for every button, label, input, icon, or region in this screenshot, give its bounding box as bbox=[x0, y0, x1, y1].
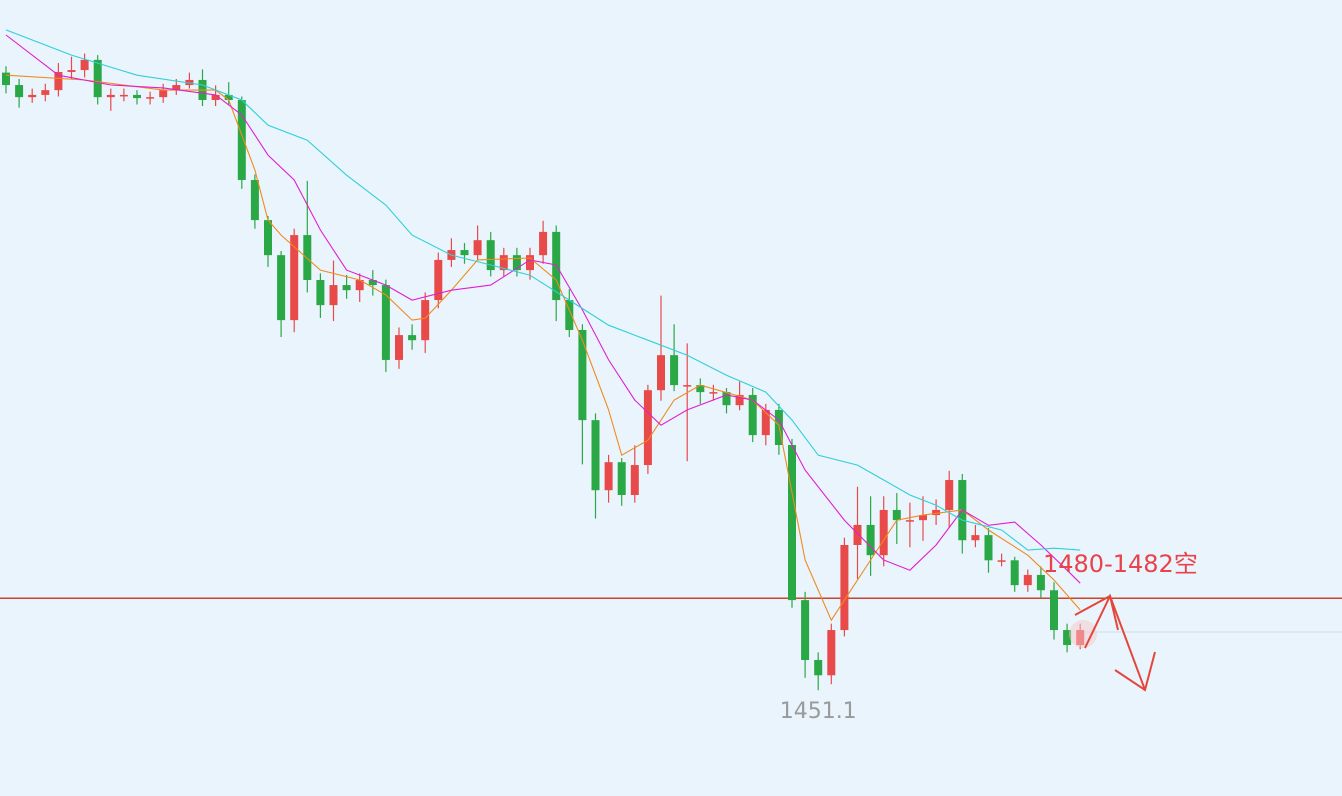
candle-body bbox=[827, 630, 836, 676]
candle-body bbox=[381, 285, 390, 360]
candle-body bbox=[264, 220, 272, 256]
candle-body bbox=[512, 255, 521, 271]
arrow-head bbox=[1114, 651, 1156, 692]
candle-body bbox=[984, 535, 993, 561]
candle-body bbox=[643, 390, 652, 466]
candle-body bbox=[2, 72, 10, 86]
candle-body bbox=[342, 285, 351, 291]
candle-body bbox=[93, 59, 102, 98]
candle-body bbox=[421, 300, 430, 341]
candle-body bbox=[15, 85, 24, 98]
arrow bbox=[1084, 593, 1146, 691]
candle-body bbox=[683, 385, 692, 387]
candle-body bbox=[761, 409, 770, 436]
candle-body bbox=[106, 94, 115, 98]
candle-body bbox=[788, 444, 796, 601]
candle-body bbox=[971, 535, 980, 541]
candle-body bbox=[539, 231, 548, 256]
candle-body bbox=[460, 250, 469, 256]
candle-body bbox=[879, 509, 888, 556]
candle-body bbox=[1063, 630, 1072, 646]
candle-body bbox=[237, 100, 246, 180]
candle-body bbox=[814, 659, 823, 676]
candle-body bbox=[486, 240, 495, 271]
candle-body bbox=[526, 255, 534, 271]
candle-body bbox=[919, 515, 927, 521]
candle-body bbox=[997, 560, 1006, 562]
candle-body bbox=[499, 255, 508, 271]
candle-body bbox=[172, 85, 181, 91]
candle-body bbox=[630, 465, 639, 495]
candle-body bbox=[368, 279, 377, 286]
candle-body bbox=[709, 392, 718, 394]
candle-body bbox=[932, 509, 941, 516]
candle-body bbox=[277, 255, 286, 321]
candle-body bbox=[119, 94, 128, 97]
candle-body bbox=[146, 97, 155, 99]
candle-body bbox=[617, 462, 626, 495]
candle-body bbox=[434, 259, 443, 301]
low-label: 1451.1 bbox=[780, 699, 857, 724]
candle-body bbox=[250, 179, 259, 221]
annotation: 1480-1482空 bbox=[1043, 550, 1198, 578]
candle-body bbox=[211, 94, 220, 101]
candle-body bbox=[355, 279, 364, 291]
candle-body bbox=[945, 480, 954, 510]
candle-body bbox=[224, 94, 233, 101]
candle-body bbox=[866, 524, 875, 556]
candle-body bbox=[303, 235, 312, 280]
candle-body bbox=[748, 394, 757, 436]
candle-body bbox=[159, 90, 168, 98]
candle-body bbox=[316, 279, 325, 306]
moving-average bbox=[5, 29, 1081, 551]
candle-body bbox=[1050, 590, 1058, 631]
candle-body bbox=[67, 70, 76, 72]
candle-body bbox=[54, 71, 63, 91]
candle-body bbox=[1036, 574, 1045, 591]
candle-body bbox=[604, 462, 613, 491]
candle-body bbox=[395, 335, 403, 360]
candle-body bbox=[1010, 560, 1019, 586]
candle-body bbox=[892, 509, 901, 521]
arrow-head bbox=[1074, 594, 1119, 631]
candle-body bbox=[1023, 574, 1032, 586]
candle-body bbox=[840, 545, 849, 631]
moving-average bbox=[5, 34, 1081, 584]
candle-body bbox=[565, 300, 574, 330]
candle-body bbox=[853, 524, 862, 546]
candle-body bbox=[28, 94, 37, 98]
candle-body bbox=[735, 394, 744, 406]
candle-body bbox=[670, 355, 679, 386]
candle-body bbox=[905, 520, 914, 522]
candle-body bbox=[591, 420, 600, 491]
candle-body bbox=[408, 335, 417, 341]
candle-body bbox=[801, 600, 810, 660]
candle-body bbox=[329, 285, 338, 306]
candle-body bbox=[696, 385, 705, 393]
candle-body bbox=[290, 235, 299, 321]
candle-body bbox=[133, 94, 141, 99]
candle-body bbox=[80, 59, 89, 71]
candle-body bbox=[578, 329, 587, 421]
pulse-dot bbox=[1069, 620, 1097, 648]
candle-body bbox=[722, 392, 731, 406]
candle-body bbox=[473, 240, 482, 256]
candle-body bbox=[657, 355, 665, 391]
candle-body bbox=[41, 90, 50, 95]
moving-average bbox=[5, 74, 1081, 622]
